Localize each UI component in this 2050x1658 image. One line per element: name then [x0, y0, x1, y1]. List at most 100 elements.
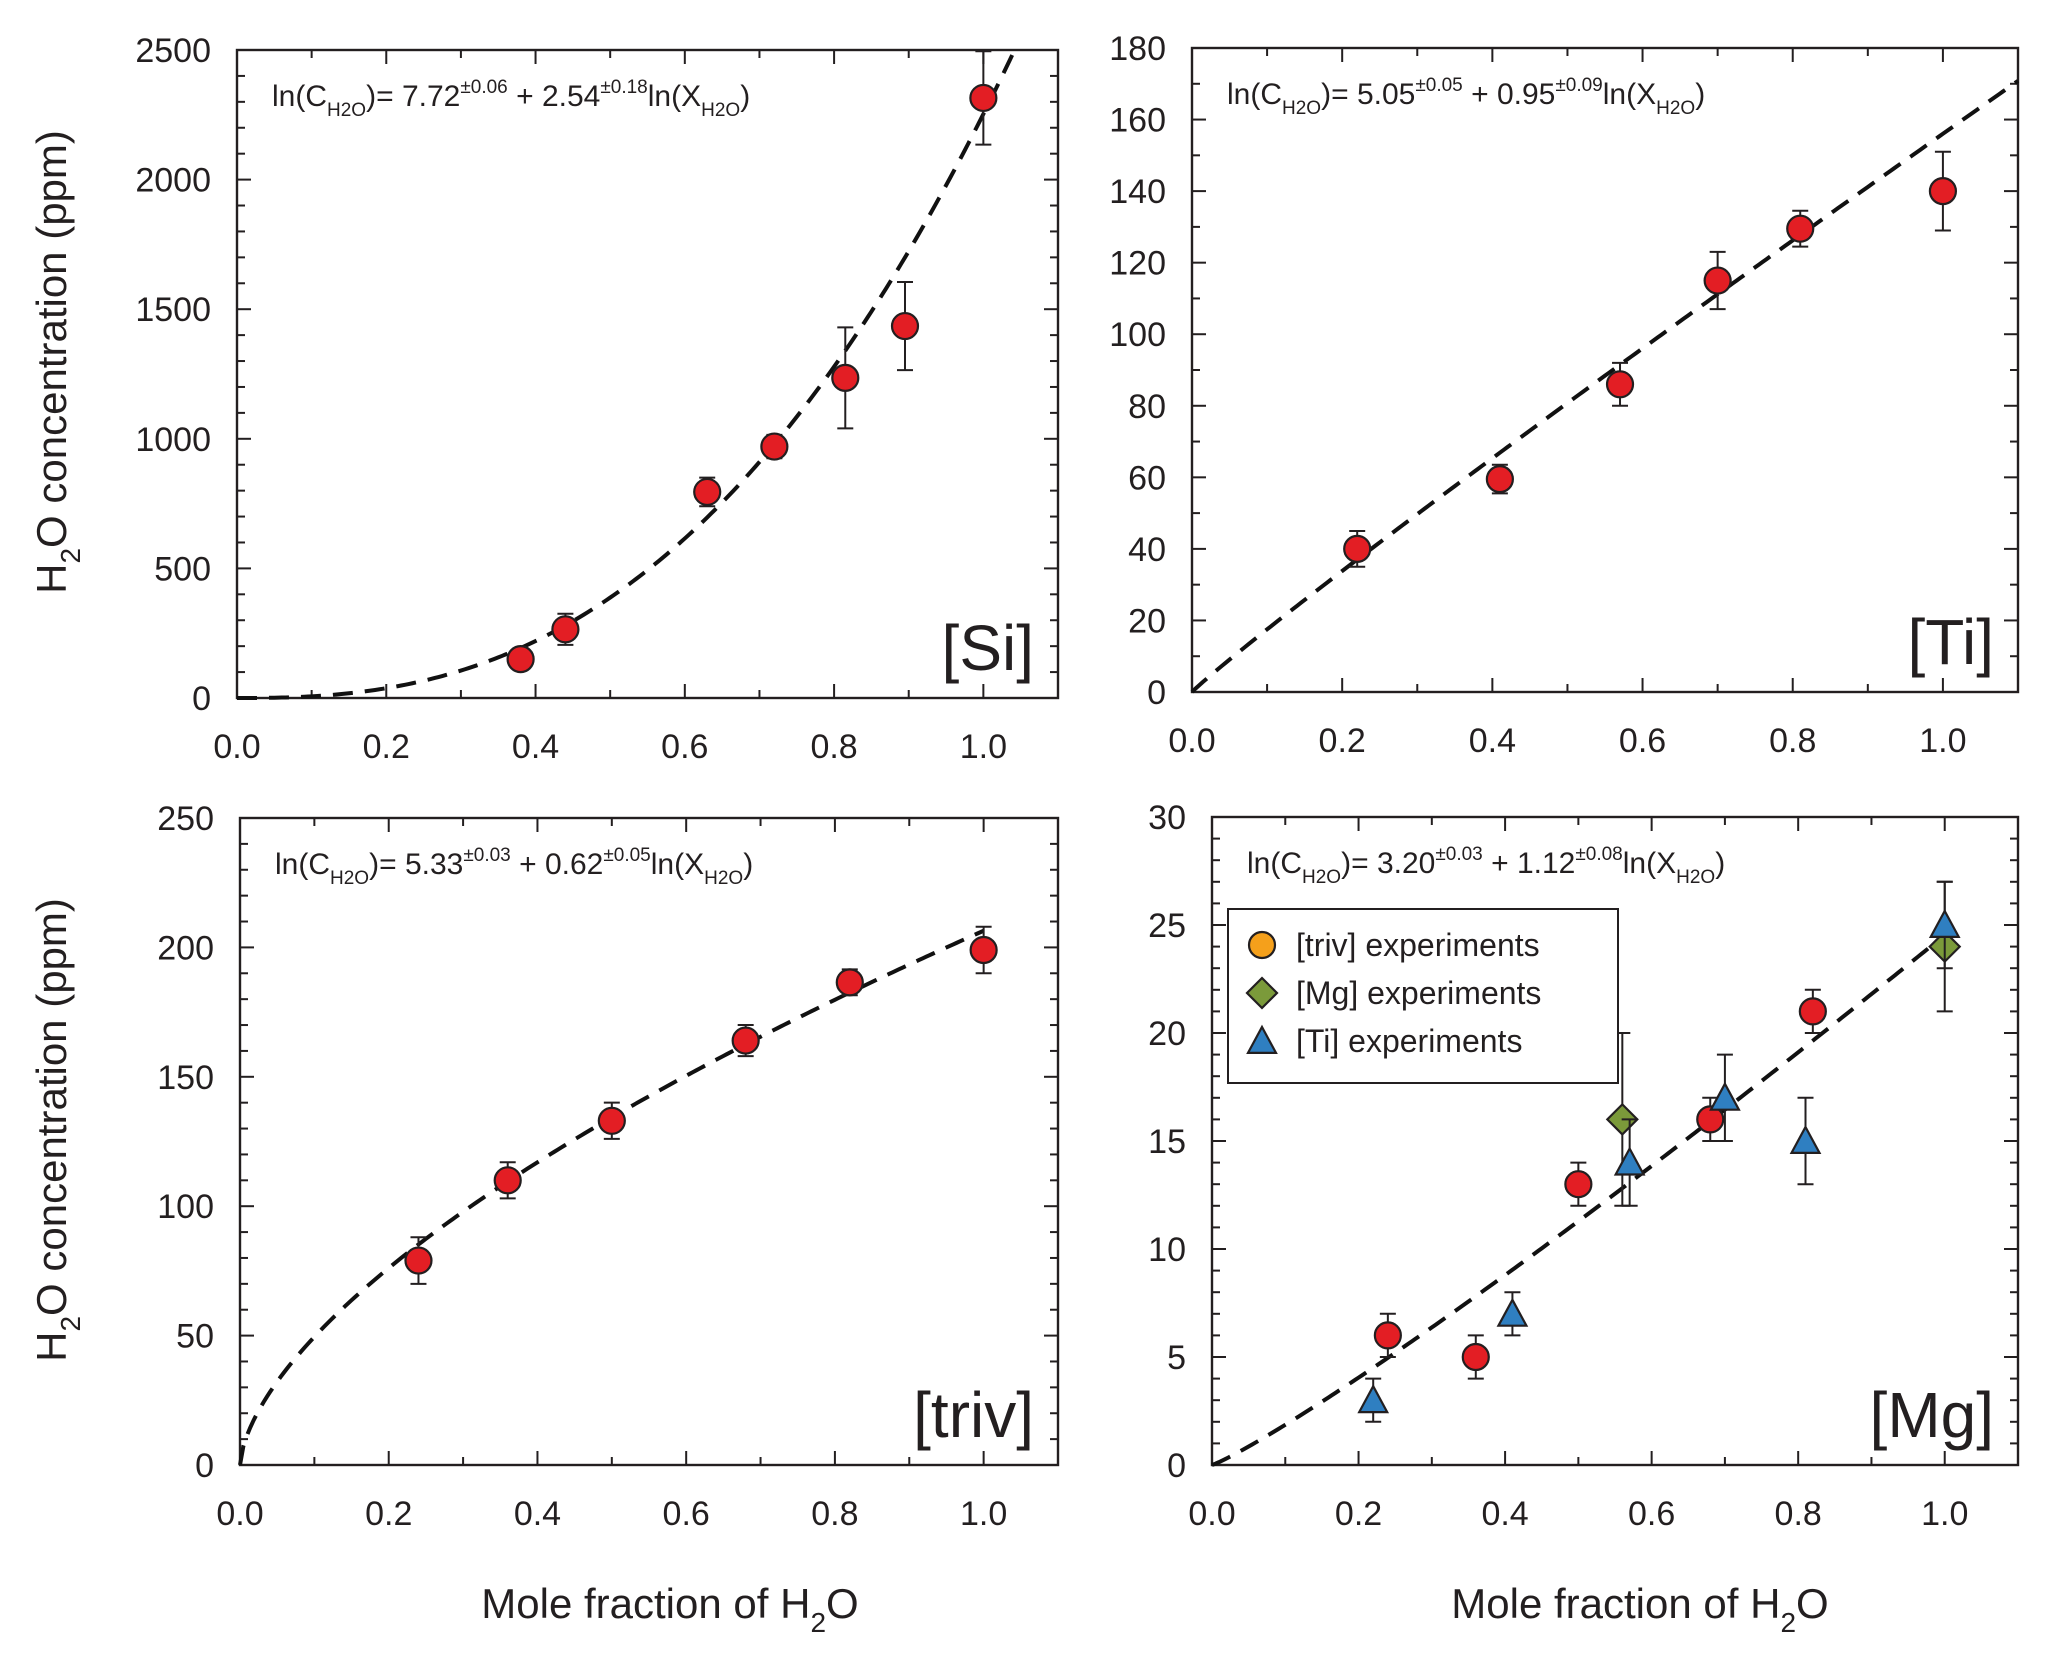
plot-frame-ti — [1190, 46, 2020, 694]
data-point-circle — [1343, 534, 1372, 563]
y-tick-label: 0 — [1147, 674, 1166, 712]
x-axis-title-left: Mole fraction of H2O — [481, 1580, 858, 1638]
x-tick-label: 0.8 — [1775, 1495, 1822, 1533]
y-tick-label: 2500 — [135, 32, 211, 70]
y-tick-label: 40 — [1128, 531, 1166, 569]
data-point-circle — [1798, 997, 1827, 1026]
x-tick-label: 0.8 — [1769, 722, 1816, 760]
panel-tag-ti: [Ti] — [1908, 606, 1995, 678]
x-tick-label: 0.6 — [661, 728, 708, 766]
x-tick-label: 1.0 — [1921, 1495, 1968, 1533]
data-point-circle — [1605, 370, 1635, 399]
plot-frame-si — [235, 48, 1060, 700]
equation-triv: ln(CH2O)= 5.33±0.03 + 0.62±0.05ln(XH2O) — [275, 845, 753, 889]
legend-marker-circle — [1247, 930, 1277, 960]
y-tick-label: 200 — [157, 929, 214, 967]
data-point-triangle — [1928, 908, 1961, 939]
panel-triv: 0.0 0.2 0.4 0.6 0.8 1.0 0 50 100 150 200 250 ln(CH2O… — [157, 800, 1060, 1533]
y-tick-label: 150 — [157, 1059, 214, 1097]
x-tick-label: 0.4 — [1481, 1495, 1528, 1533]
y-tick-label: 140 — [1109, 173, 1166, 211]
y-tick-label: 50 — [176, 1318, 214, 1356]
x-tick-label: 0.2 — [1319, 722, 1366, 760]
equation-mg: ln(CH2O)= 3.20±0.03 + 1.12±0.08ln(XH2O) — [1247, 844, 1725, 888]
y-tick-label: 1500 — [135, 291, 211, 329]
x-tick-label: 1.0 — [960, 1495, 1007, 1533]
panel-tag-triv: [triv] — [913, 1379, 1034, 1451]
y-tick-label: 0 — [192, 680, 211, 718]
x-tick-label: 1.0 — [960, 728, 1007, 766]
legend-marker-triangle — [1246, 1024, 1278, 1055]
data-point-circle — [1564, 1170, 1593, 1199]
data-point-circle — [493, 1166, 522, 1195]
data-point-circle — [1703, 266, 1732, 295]
data-point-circle — [1373, 1321, 1402, 1350]
fit-curve-si — [237, 52, 1016, 700]
y-tick-label: 120 — [1109, 245, 1166, 283]
data-point-circle — [835, 968, 864, 997]
x-tick-label: 0.6 — [1628, 1495, 1675, 1533]
y-tick-label: 160 — [1109, 102, 1166, 140]
y-tick-label: 250 — [157, 800, 214, 838]
y-tick-label: 2000 — [135, 162, 211, 200]
data-point-triangle — [1357, 1383, 1390, 1414]
y-tick-label: 100 — [1109, 316, 1166, 354]
data-point-circle — [1786, 214, 1815, 243]
data-point-circle — [1485, 465, 1514, 494]
x-tick-label: 0.0 — [213, 728, 260, 766]
fit-curve-mg — [1211, 933, 1946, 1467]
data-point-circle — [551, 615, 580, 644]
data-point-circle — [693, 477, 722, 507]
x-tick-label: 0.8 — [810, 728, 857, 766]
y-tick-label: 20 — [1128, 602, 1166, 640]
panel-mg: 0.0 0.2 0.4 0.6 0.8 1.0 0 5 10 15 20 25 30 ln(CH2O)= … — [1148, 799, 2020, 1533]
equation-ti: ln(CH2O)= 5.05±0.05 + 0.95±0.09ln(XH2O) — [1227, 75, 1705, 119]
panel-ti: 0.0 0.2 0.4 0.6 0.8 1.0 0 20 40 60 80 100 120 140 160 1… — [1109, 30, 2020, 760]
data-point-circle — [890, 311, 920, 341]
x-tick-label: 0.2 — [365, 1495, 412, 1533]
data-point-triangle — [1789, 1124, 1822, 1155]
data-point-circle — [1461, 1342, 1490, 1372]
x-tick-label: 0.2 — [363, 728, 410, 766]
x-tick-label: 0.8 — [811, 1495, 858, 1533]
data-point-circle — [760, 432, 789, 461]
legend: [triv] experiments [Mg] experiments [Ti] e… — [1227, 908, 1619, 1084]
legend-box — [1227, 908, 1619, 1084]
panel-si: 0.0 0.2 0.4 0.6 0.8 1.0 0 500 1000 1500 2000 2500 ln… — [135, 32, 1060, 766]
data-point-triangle — [1613, 1146, 1646, 1176]
data-point-circle — [969, 83, 998, 113]
x-tick-label: 0.4 — [1469, 722, 1516, 760]
fit-curve-triv — [238, 928, 985, 1466]
fit-curve-ti — [1190, 79, 2020, 694]
data-point-triangle — [1709, 1081, 1741, 1111]
y-tick-label: 500 — [154, 550, 211, 588]
data-point-circle — [969, 935, 998, 965]
data-point-circle — [731, 1026, 760, 1055]
equation-si: ln(CH2O)= 7.72±0.06 + 2.54±0.18ln(XH2O) — [272, 77, 750, 121]
legend-label: [triv] experiments — [1296, 927, 1540, 963]
y-tick-label: 30 — [1148, 799, 1186, 837]
legend-marker-diamond — [1245, 976, 1279, 1010]
data-point-circle — [506, 645, 535, 674]
y-tick-label: 5 — [1167, 1339, 1186, 1377]
y-tick-label: 20 — [1148, 1015, 1186, 1053]
y-axis-title-top: H2O concentration (ppm) — [28, 130, 86, 594]
x-axis-title-right: Mole fraction of H2O — [1451, 1580, 1828, 1638]
y-tick-label: 0 — [195, 1447, 214, 1485]
x-tick-label: 0.0 — [1168, 722, 1215, 760]
y-tick-label: 10 — [1148, 1231, 1186, 1269]
y-tick-label: 0 — [1167, 1447, 1186, 1485]
x-tick-label: 0.6 — [1619, 722, 1666, 760]
x-tick-label: 0.2 — [1335, 1495, 1382, 1533]
x-tick-label: 0.0 — [216, 1495, 263, 1533]
y-axis-title-bottom: H2O concentration (ppm) — [28, 898, 86, 1362]
y-tick-label: 60 — [1128, 459, 1166, 497]
data-point-triangle — [1496, 1297, 1529, 1327]
data-point-circle — [831, 363, 860, 392]
panel-tag-mg: [Mg] — [1870, 1379, 1994, 1451]
y-tick-label: 25 — [1148, 907, 1186, 945]
x-tick-label: 0.4 — [514, 1495, 561, 1533]
data-point-circle — [597, 1106, 626, 1135]
legend-label: [Ti] experiments — [1296, 1023, 1522, 1059]
